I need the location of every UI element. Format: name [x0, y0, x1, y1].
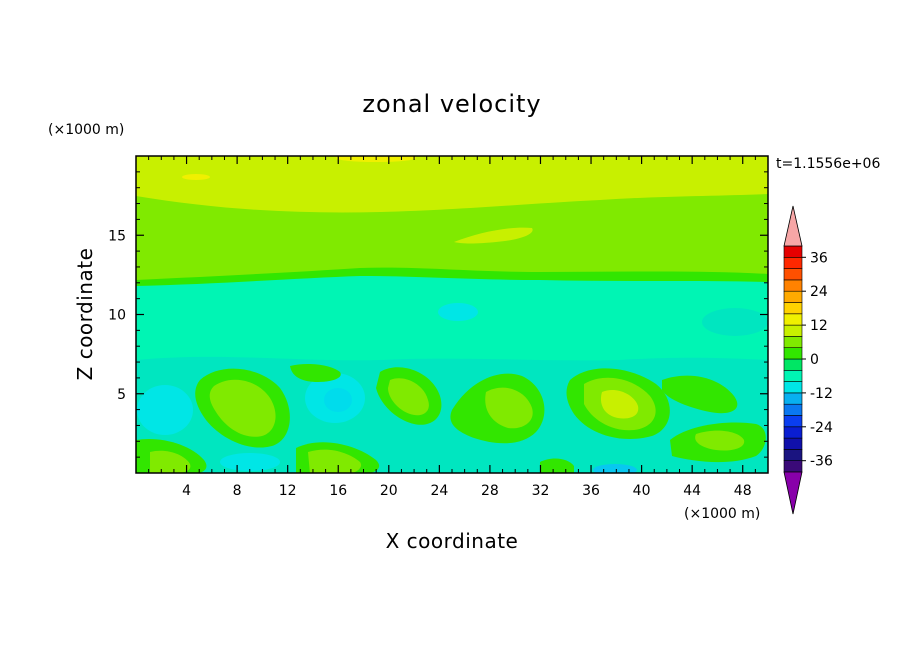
colorbar-tick-label: 24 — [810, 284, 828, 300]
colorbar-swatch — [783, 403, 803, 416]
colorbar-swatch — [783, 268, 803, 281]
colorbar: 36 24 12 0 -12 -24 -36 — [783, 205, 833, 515]
colorbar-extend-low — [783, 471, 803, 515]
y-tick-label: 15 — [108, 228, 126, 244]
low-patch — [593, 464, 637, 473]
colorbar-swatch — [783, 426, 803, 439]
colorbar-swatch — [783, 460, 803, 473]
y-unit-label: (×1000 m) — [48, 122, 124, 138]
colorbar-swatch — [783, 245, 803, 258]
colorbar-swatch — [783, 279, 803, 292]
high-streak — [454, 227, 533, 244]
x-tick-label: 44 — [683, 483, 701, 499]
time-label: t=1.1556e+06 — [776, 156, 880, 172]
colorbar-swatch — [783, 358, 803, 371]
colorbar-tick-label: 12 — [810, 318, 828, 334]
low-patch — [438, 303, 478, 321]
x-tick-label: 12 — [279, 483, 297, 499]
colorbar-tick-label: -36 — [810, 454, 833, 470]
colorbar-swatch — [783, 437, 803, 450]
y-tick-label: 5 — [117, 387, 126, 403]
chart-title: zonal velocity — [362, 90, 541, 118]
y-axis-label: Z coordinate — [73, 248, 97, 381]
low-patch — [702, 308, 768, 336]
colorbar-swatch — [783, 392, 803, 405]
x-tick-label: 40 — [633, 483, 651, 499]
x-axis-label: X coordinate — [386, 529, 519, 553]
colorbar-swatch — [783, 256, 803, 269]
x-tick-label: 16 — [329, 483, 347, 499]
x-tick-label: 8 — [233, 483, 242, 499]
colorbar-swatch — [783, 302, 803, 315]
band-wiggle — [136, 267, 768, 286]
x-tick-label: 4 — [182, 483, 191, 499]
colorbar-tick-label: 0 — [810, 352, 819, 368]
colorbar-swatch — [783, 449, 803, 461]
y-axis: 5 10 15 — [108, 171, 768, 458]
colorbar-swatch — [783, 336, 803, 348]
x-axis: 4 8 12 16 20 24 28 32 36 40 44 48 — [148, 156, 756, 499]
high-streak — [182, 174, 210, 180]
x-tick-label: 20 — [380, 483, 398, 499]
colorbar-swatch — [783, 313, 803, 326]
low-patch — [324, 388, 352, 412]
x-unit-label: (×1000 m) — [684, 506, 760, 522]
colorbar-swatch — [783, 324, 803, 337]
contour-field — [136, 156, 768, 473]
x-tick-label: 36 — [582, 483, 600, 499]
x-tick-label: 28 — [481, 483, 499, 499]
colorbar-tick-label: 36 — [810, 250, 828, 266]
colorbar-tick-label: -12 — [810, 386, 833, 402]
low-patch — [137, 385, 193, 435]
colorbar-swatch — [783, 381, 803, 394]
x-tick-label: 48 — [734, 483, 752, 499]
colorbar-swatch — [783, 369, 803, 382]
colorbar-swatch — [783, 415, 803, 428]
colorbar-swatch — [783, 290, 803, 303]
x-tick-label: 24 — [430, 483, 448, 499]
colorbar-tick-label: -24 — [810, 420, 833, 436]
low-patch — [220, 453, 280, 471]
x-tick-label: 32 — [532, 483, 550, 499]
y-tick-label: 10 — [108, 308, 126, 324]
colorbar-swatch — [783, 347, 803, 360]
colorbar-extend-high — [783, 205, 803, 247]
eddies — [136, 364, 766, 473]
